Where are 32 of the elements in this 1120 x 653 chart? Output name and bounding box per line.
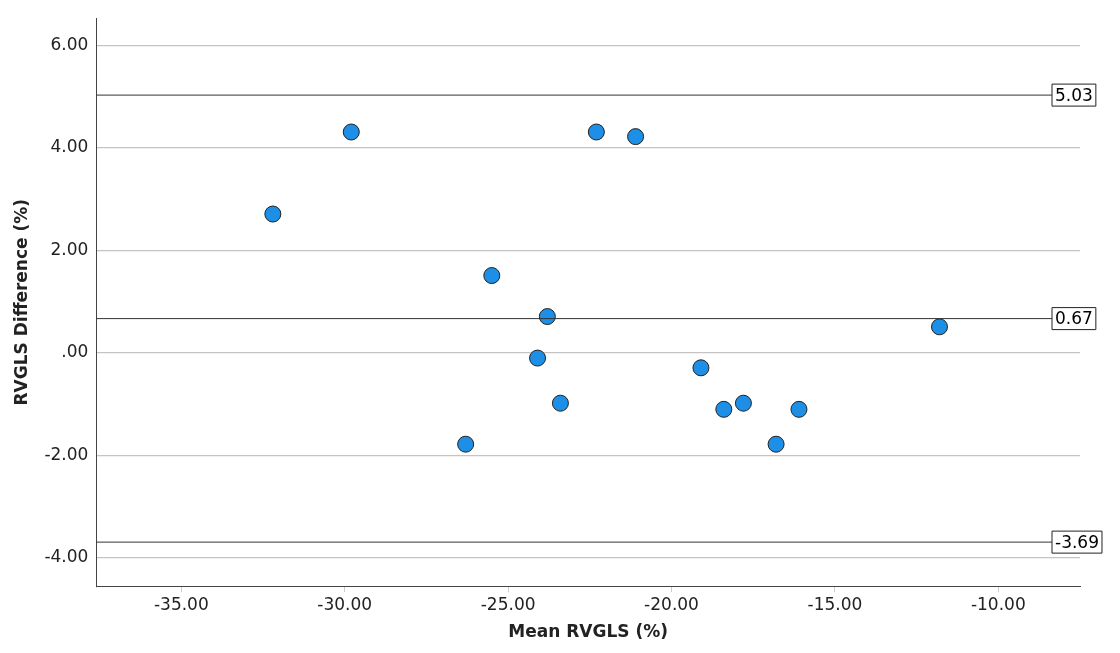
- point: [529, 349, 547, 367]
- point: [627, 128, 645, 146]
- point: [790, 400, 808, 418]
- x-tick-label: -35.00: [153, 593, 209, 614]
- x-tick-label: -20.00: [644, 593, 699, 614]
- point: [692, 359, 710, 377]
- x-tick-label: -30.00: [317, 593, 373, 614]
- y-tick-label: -4.00: [44, 546, 89, 567]
- point: [457, 435, 475, 453]
- y-tick-label: 4.00: [50, 136, 89, 157]
- ref-line-label: 5.03: [1055, 84, 1093, 105]
- point: [483, 267, 501, 285]
- point: [342, 123, 360, 141]
- y-tick-label: 2.00: [50, 238, 89, 259]
- point: [930, 318, 948, 336]
- y-tick-label: .00: [61, 341, 89, 362]
- x-tick-label: -25.00: [480, 593, 536, 614]
- x-tick-label: -15.00: [807, 593, 863, 614]
- ref-line-label: -3.69: [1055, 531, 1099, 552]
- y-tick-label: -2.00: [44, 443, 89, 464]
- x-tick-label: -10.00: [970, 593, 1026, 614]
- y-axis-title: RVGLS Difference (%): [10, 198, 31, 406]
- point: [264, 205, 282, 223]
- ref-line-label: 0.67: [1055, 308, 1093, 329]
- y-tick-label: 6.00: [50, 33, 89, 54]
- point: [767, 435, 785, 453]
- point: [538, 308, 556, 326]
- x-axis-title: Mean RVGLS (%): [508, 621, 669, 642]
- point: [715, 400, 733, 418]
- point: [734, 394, 752, 412]
- point: [587, 123, 605, 141]
- point: [551, 394, 569, 412]
